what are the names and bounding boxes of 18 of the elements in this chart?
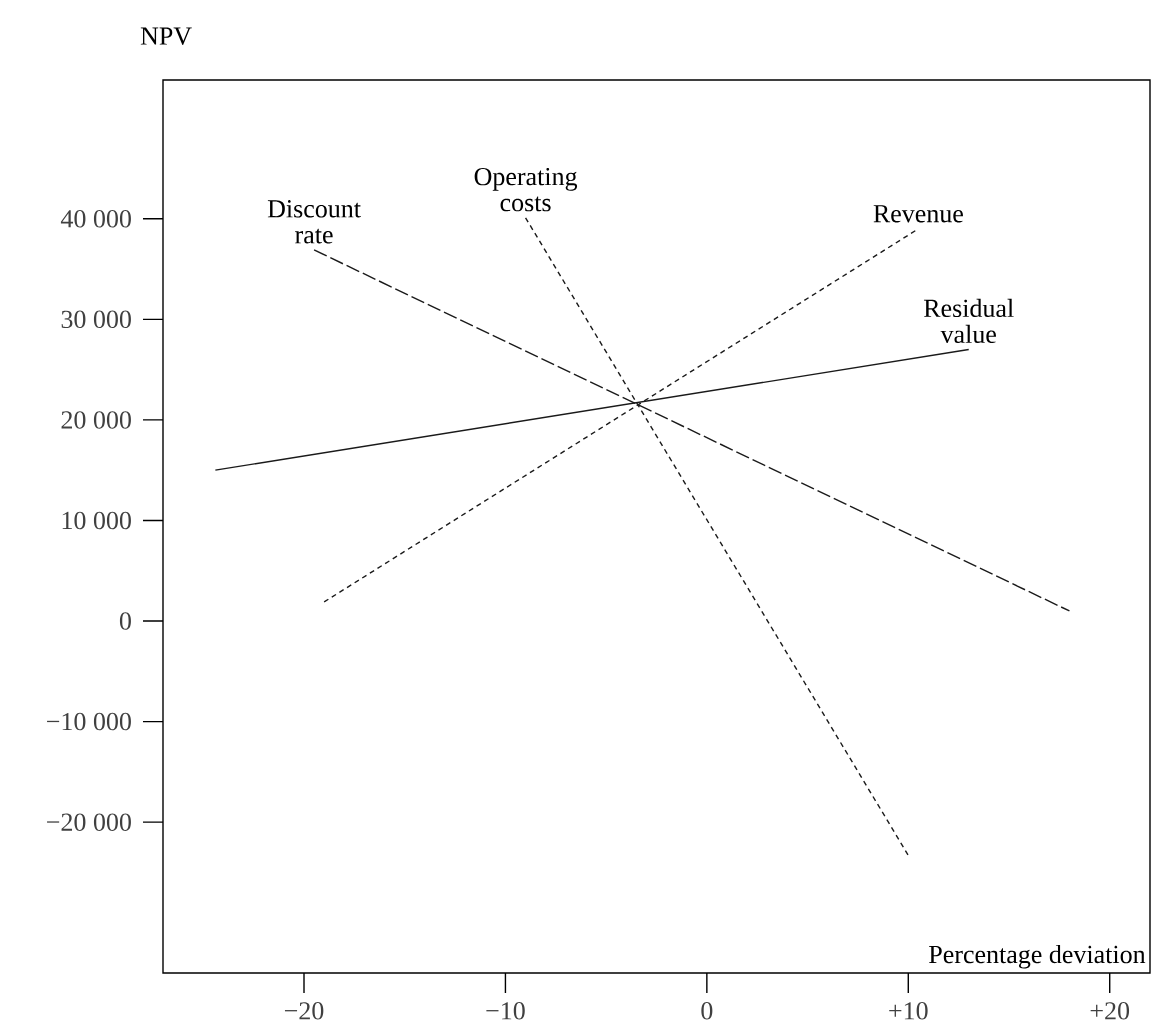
x-axis-title: Percentage deviation xyxy=(929,944,1146,969)
y-tick-label: 10 000 xyxy=(62,511,131,530)
x-tick-label: 0 xyxy=(701,1002,713,1020)
x-tick-label: +20 xyxy=(1090,1002,1130,1020)
y-tick-label: −20 000 xyxy=(47,813,131,831)
y-tick-label: 40 000 xyxy=(60,210,131,228)
y-tick-label: 0 xyxy=(119,612,131,630)
series-label: Operating costs xyxy=(474,167,578,212)
y-tick-label: −10 000 xyxy=(47,712,131,731)
y-axis-title: NPV xyxy=(140,27,192,45)
y-tick-label: 20 000 xyxy=(61,411,131,429)
series-label: Revenue xyxy=(873,205,963,223)
series-label: Discount rate xyxy=(267,200,361,244)
series-label: Residual value xyxy=(923,298,1014,344)
x-tick-label: −10 xyxy=(486,1002,525,1020)
y-tick-label: 30 000 xyxy=(61,310,131,329)
x-tick-label: −20 xyxy=(284,1002,324,1020)
x-tick-label: +10 xyxy=(889,1002,928,1020)
